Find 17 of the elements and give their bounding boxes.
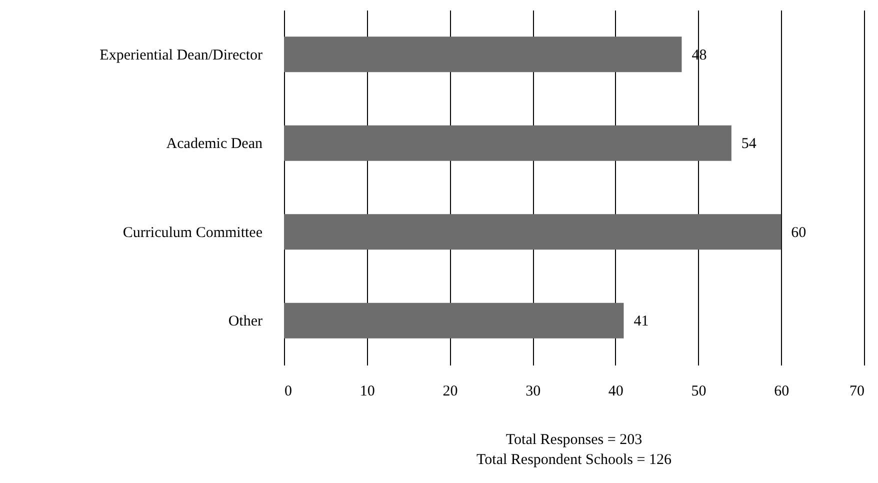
x-tick-label: 20 [442,384,458,400]
data-label: 41 [634,314,649,330]
text: Total Respondent Schools = 126 [476,452,672,468]
y-tick-label: Academic Dean [166,136,263,152]
data-label: 54 [741,136,757,152]
x-tick-label: 40 [608,384,624,400]
x-tick-label: 60 [774,384,790,400]
y-tick-label: Experiential Dean/Director [100,47,262,64]
data-label: 60 [791,224,806,241]
x-tick-label: 50 [691,384,706,400]
x-tick-label: 30 [526,384,541,400]
x-tick-label: 0 [284,384,292,400]
x-tick-label: 10 [360,384,375,400]
x-tick-label: 70 [850,384,864,400]
y-tick-label: Other [228,314,262,330]
y-tick-label: Curriculum Committee [122,224,263,241]
text: Total Responses = 203 [506,432,642,448]
